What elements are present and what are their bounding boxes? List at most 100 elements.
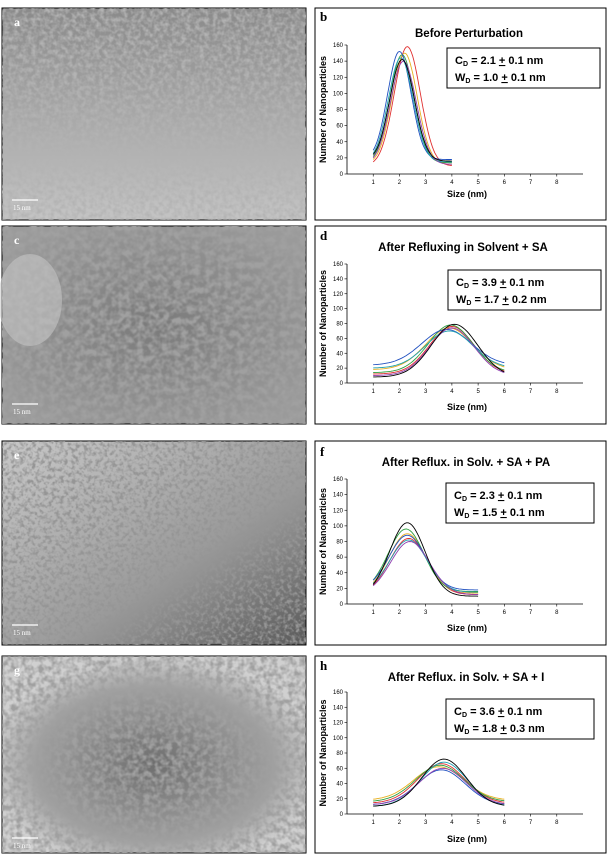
- series-line: [373, 764, 505, 802]
- series-line: [372, 541, 479, 595]
- series-line: [372, 60, 452, 165]
- y-axis-label: Number of Nanoparticles: [318, 270, 328, 377]
- x-tick-label: 3: [424, 389, 428, 395]
- x-tick-label: 8: [555, 610, 559, 616]
- x-tick-label: 7: [529, 610, 533, 616]
- y-axis-label: Number of Nanoparticles: [318, 699, 328, 806]
- scale-bar-label: 15 nm: [13, 204, 31, 212]
- scale-bar: 15 nm: [12, 199, 38, 212]
- y-tick-label: 40: [336, 571, 343, 577]
- series-line: [372, 51, 452, 160]
- image-panel-label: c: [14, 233, 20, 247]
- stat-center-diameter: CD = 2.1 + 0.1 nm: [455, 55, 543, 68]
- series-line: [373, 766, 505, 800]
- series-line: [373, 763, 505, 804]
- x-tick-label: 5: [476, 820, 480, 826]
- stat-width: WD = 1.0 + 0.1 nm: [455, 72, 546, 85]
- y-tick-label: 0: [340, 812, 344, 818]
- y-tick-label: 100: [333, 524, 344, 530]
- y-tick-label: 20: [336, 366, 343, 372]
- chart-panel-label: b: [320, 9, 327, 24]
- y-tick-label: 80: [336, 540, 343, 546]
- image-panel-label: e: [14, 448, 20, 462]
- histogram-chart-f: f After Reflux. in Solv. + SA + PA 0 20 40 60…: [318, 444, 595, 633]
- y-tick-label: 140: [333, 277, 344, 283]
- series-line: [373, 330, 505, 369]
- x-tick-label: 1: [372, 389, 376, 395]
- stats-box-frame: [445, 482, 595, 524]
- y-tick-label: 40: [336, 782, 343, 788]
- scale-bar: 15 nm: [12, 837, 38, 850]
- chart-panel-frame-d: [314, 225, 607, 425]
- series-line: [372, 539, 479, 593]
- x-tick-label: 7: [529, 180, 533, 186]
- x-tick-label: 8: [555, 180, 559, 186]
- y-axis-label: Number of Nanoparticles: [318, 488, 328, 595]
- stat-center-diameter: CD = 3.9 + 0.1 nm: [456, 277, 544, 290]
- x-tick-label: 3: [424, 610, 428, 616]
- image-panel-label: g: [14, 663, 20, 677]
- y-tick-label: 80: [336, 322, 343, 328]
- scale-bar: 15 nm: [12, 624, 38, 637]
- y-tick-label: 100: [333, 91, 344, 97]
- y-tick-label: 100: [333, 307, 344, 313]
- x-tick-label: 3: [424, 820, 428, 826]
- series-line: [373, 323, 505, 378]
- y-tick-label: 140: [333, 59, 344, 65]
- series-line: [373, 329, 505, 366]
- stats-box: CD = 3.9 + 0.1 nm WD = 1.7 + 0.2 nm: [447, 269, 602, 311]
- stats-box: CD = 3.6 + 0.1 nm WD = 1.8 + 0.3 nm: [445, 698, 595, 740]
- series-line: [372, 522, 479, 597]
- chart-panel-frame-f: [314, 440, 607, 646]
- tem-image-a: [1, 7, 307, 221]
- x-tick-label: 4: [450, 610, 454, 616]
- series-line: [373, 758, 505, 807]
- x-tick-label: 5: [476, 389, 480, 395]
- chart-title: After Reflux. in Solv. + SA + I: [388, 672, 545, 684]
- stat-width: WD = 1.7 + 0.2 nm: [456, 294, 547, 307]
- y-tick-label: 120: [333, 508, 344, 514]
- y-axis-label: Number of Nanoparticles: [318, 56, 328, 163]
- scale-bar-label: 15 nm: [13, 408, 31, 416]
- x-tick-label: 6: [503, 389, 507, 395]
- y-tick-label: 60: [336, 124, 343, 130]
- y-tick-label: 20: [336, 156, 343, 162]
- series-line: [372, 59, 452, 162]
- y-tick-label: 120: [333, 721, 344, 727]
- histogram-chart-d: d After Refluxing in Solvent + SA 0 20 40 60 8…: [318, 228, 602, 412]
- chart-panel-frame-b: [314, 7, 607, 221]
- x-tick-label: 8: [555, 389, 559, 395]
- y-tick-label: 60: [336, 336, 343, 342]
- x-tick-label: 7: [529, 820, 533, 826]
- y-tick-label: 140: [333, 493, 344, 499]
- x-tick-label: 7: [529, 389, 533, 395]
- x-tick-label: 4: [450, 389, 454, 395]
- series-line: [372, 57, 452, 163]
- y-tick-label: 20: [336, 797, 343, 803]
- image-panel-label: a: [14, 15, 20, 29]
- x-tick-label: 1: [372, 610, 376, 616]
- x-tick-label: 1: [372, 820, 376, 826]
- y-tick-label: 60: [336, 555, 343, 561]
- chart-panel-label: h: [320, 658, 328, 673]
- x-tick-label: 1: [372, 180, 376, 186]
- y-tick-label: 40: [336, 140, 343, 146]
- histogram-chart-h: h After Reflux. in Solv. + SA + I 0 20 40 60 8…: [318, 658, 595, 844]
- y-tick-label: 80: [336, 751, 343, 757]
- x-tick-label: 6: [503, 820, 507, 826]
- scale-bar: 15 nm: [12, 403, 38, 416]
- chart-panel-label: d: [320, 228, 328, 243]
- y-tick-label: 0: [340, 602, 344, 608]
- tem-image-c: [0, 225, 307, 425]
- stat-center-diameter: CD = 3.6 + 0.1 nm: [454, 706, 542, 719]
- x-tick-label: 5: [476, 180, 480, 186]
- x-tick-label: 6: [503, 180, 507, 186]
- x-tick-label: 2: [398, 610, 402, 616]
- stats-box-frame: [445, 698, 595, 740]
- y-tick-label: 0: [340, 172, 344, 178]
- x-tick-label: 8: [555, 820, 559, 826]
- x-tick-label: 2: [398, 180, 402, 186]
- y-tick-label: 80: [336, 108, 343, 114]
